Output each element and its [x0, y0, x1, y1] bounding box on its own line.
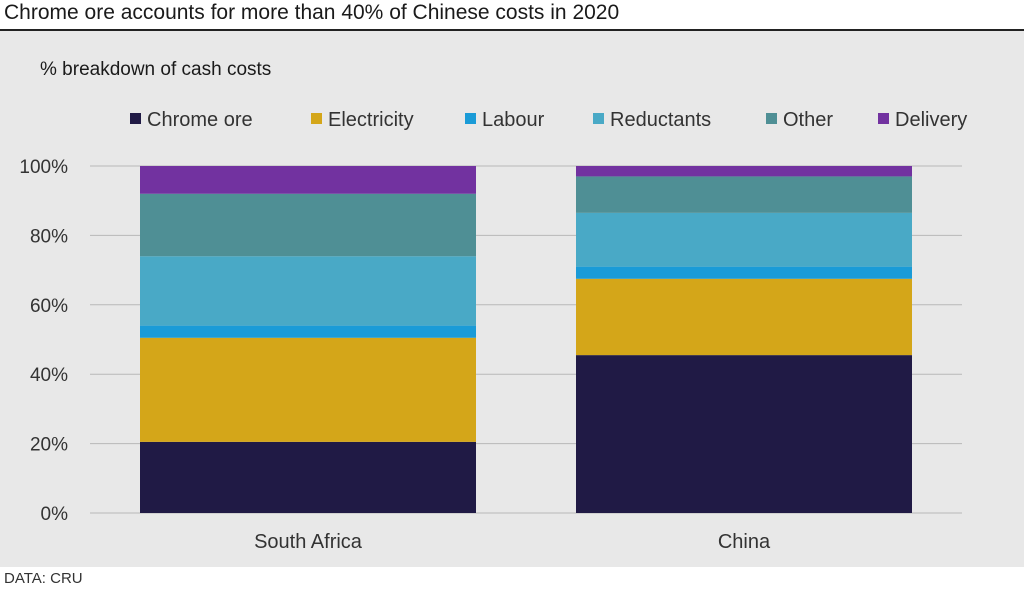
bar-segment-1-0 [576, 355, 912, 513]
x-tick-label-1: China [718, 531, 771, 553]
bar-segment-0-5 [140, 166, 476, 194]
bar-segment-0-2 [140, 325, 476, 338]
legend-label-2: Labour [482, 109, 545, 131]
legend-label-0: Chrome ore [147, 109, 253, 131]
legend-label-1: Electricity [328, 109, 414, 131]
bar-segment-1-1 [576, 278, 912, 356]
y-tick-label-0: 0% [41, 504, 69, 525]
y-tick-label-4: 80% [30, 226, 68, 247]
bar-segment-0-3 [140, 256, 476, 326]
y-tick-label-2: 40% [30, 365, 68, 386]
headline-rule [0, 29, 1024, 31]
headline: Chrome ore accounts for more than 40% of… [4, 1, 620, 24]
legend-swatch-2 [465, 113, 476, 124]
bar-segment-0-4 [140, 193, 476, 257]
legend-swatch-3 [593, 113, 604, 124]
bar-segment-1-3 [576, 212, 912, 267]
y-tick-label-5: 100% [19, 157, 68, 178]
legend-swatch-5 [878, 113, 889, 124]
bar-segment-0-0 [140, 441, 476, 513]
x-tick-label-0: South Africa [254, 531, 363, 553]
chart-panel: % breakdown of cash costs Chrome ore Elect… [0, 31, 1024, 567]
legend-label-3: Reductants [610, 109, 711, 131]
source-note: DATA: CRU [4, 570, 83, 587]
bar-segment-1-4 [576, 176, 912, 213]
stacked-bar-chart: % breakdown of cash costs Chrome ore Elect… [19, 59, 967, 553]
y-tick-label-3: 60% [30, 296, 68, 317]
bar-segment-1-2 [576, 266, 912, 279]
legend-swatch-4 [766, 113, 777, 124]
y-tick-label-1: 20% [30, 435, 68, 456]
legend-label-5: Delivery [895, 109, 967, 131]
chart-title: % breakdown of cash costs [40, 59, 271, 80]
legend-swatch-0 [130, 113, 141, 124]
legend-label-4: Other [783, 109, 833, 131]
legend-swatch-1 [311, 113, 322, 124]
bar-segment-1-5 [576, 166, 912, 177]
bar-segment-0-1 [140, 337, 476, 442]
